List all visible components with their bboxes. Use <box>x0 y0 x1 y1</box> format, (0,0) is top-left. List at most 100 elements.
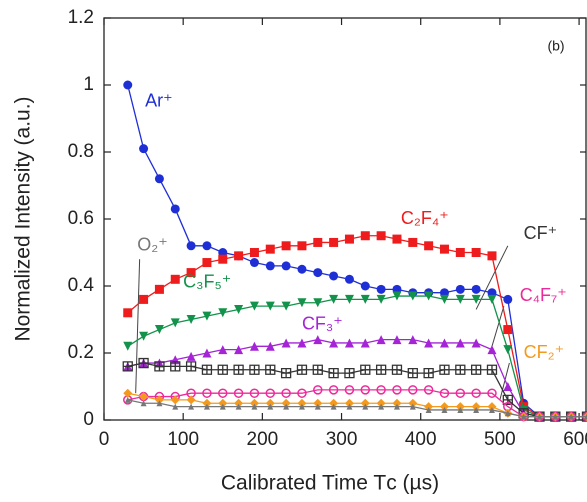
point <box>154 361 165 372</box>
series-label: Ar⁺ <box>145 91 173 111</box>
point <box>218 254 228 264</box>
series-label: CF₃⁺ <box>302 313 343 333</box>
point <box>552 413 559 420</box>
point <box>392 234 402 244</box>
y-tick-label: 0.4 <box>68 275 95 296</box>
point <box>313 298 323 308</box>
point <box>203 403 210 410</box>
leader-line <box>135 259 141 394</box>
point <box>170 361 181 372</box>
point <box>249 398 259 408</box>
series-label: C₄F₇⁺ <box>520 285 567 305</box>
point <box>441 406 448 413</box>
point <box>234 345 244 355</box>
point <box>504 410 511 417</box>
point <box>156 400 163 407</box>
point <box>391 364 403 375</box>
point <box>455 388 466 398</box>
point <box>140 400 147 407</box>
x-tick-label: 0 <box>99 429 110 450</box>
point <box>267 403 274 410</box>
panel-label: (b) <box>547 38 564 54</box>
point <box>297 338 307 348</box>
point <box>265 261 275 271</box>
point <box>328 385 339 395</box>
point <box>392 385 402 395</box>
point <box>297 398 307 408</box>
point <box>124 396 131 403</box>
point <box>186 351 196 361</box>
point <box>487 402 497 412</box>
point <box>423 367 434 379</box>
point <box>139 331 149 341</box>
point <box>218 398 228 408</box>
point <box>281 261 291 271</box>
point <box>376 398 386 408</box>
point <box>407 367 418 379</box>
point <box>218 308 228 318</box>
point <box>360 398 370 408</box>
point <box>123 341 133 351</box>
point <box>202 398 212 408</box>
point <box>249 258 259 268</box>
point <box>139 144 149 154</box>
point <box>202 348 212 358</box>
point <box>218 345 228 355</box>
point <box>360 231 370 241</box>
point <box>376 385 386 395</box>
point <box>265 244 275 254</box>
point <box>313 268 323 278</box>
point <box>281 398 291 408</box>
point <box>172 403 179 410</box>
point <box>503 382 513 391</box>
point <box>249 301 259 311</box>
point <box>360 385 371 395</box>
point <box>281 241 291 251</box>
point <box>392 398 402 408</box>
point <box>455 338 465 348</box>
point <box>344 234 354 244</box>
point <box>249 341 259 351</box>
point <box>457 406 464 413</box>
point <box>170 274 180 284</box>
point <box>312 364 323 375</box>
point <box>487 251 497 261</box>
point <box>471 284 481 294</box>
point <box>329 338 339 348</box>
point <box>503 325 513 335</box>
point <box>123 308 133 318</box>
point <box>202 388 212 398</box>
point <box>265 301 275 311</box>
point <box>408 385 418 395</box>
x-tick-label: 400 <box>405 429 437 450</box>
point <box>344 385 355 395</box>
point <box>376 335 386 345</box>
y-tick-label: 0.2 <box>68 342 94 363</box>
point <box>423 385 434 395</box>
point <box>297 388 307 398</box>
point <box>455 364 466 375</box>
y-tick-label: 0.8 <box>68 141 94 162</box>
point <box>170 204 180 214</box>
point <box>249 364 260 375</box>
point <box>313 237 323 247</box>
point <box>234 251 244 261</box>
point <box>471 294 481 304</box>
point <box>503 345 513 355</box>
point <box>297 264 307 274</box>
point <box>439 388 450 398</box>
x-tick-label: 600 <box>563 429 587 450</box>
point <box>201 364 213 375</box>
point <box>439 294 449 304</box>
point <box>154 395 164 405</box>
point <box>234 304 244 314</box>
point <box>424 338 434 348</box>
point <box>471 248 481 257</box>
point <box>202 258 212 268</box>
point <box>297 298 307 308</box>
point <box>154 284 164 294</box>
point <box>281 388 291 398</box>
point <box>455 248 465 257</box>
point <box>344 294 354 304</box>
